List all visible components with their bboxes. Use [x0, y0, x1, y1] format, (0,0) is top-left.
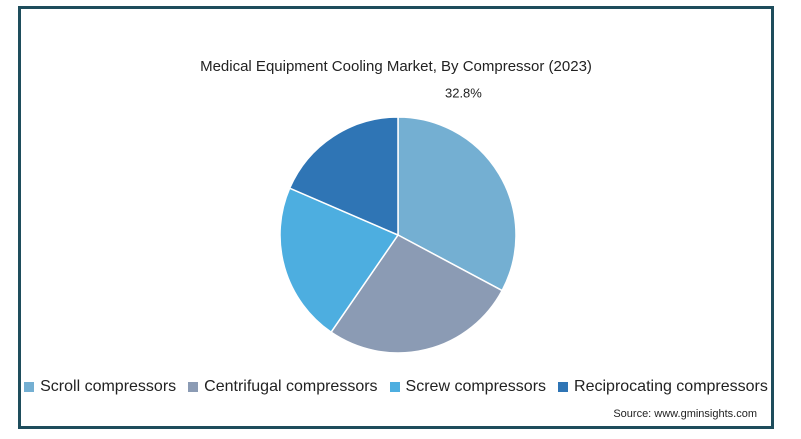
legend-swatch	[188, 382, 199, 392]
legend: Scroll compressors Centrifugal compressor…	[21, 378, 771, 396]
legend-label: Centrifugal compressors	[204, 378, 378, 395]
legend-swatch	[24, 382, 35, 392]
legend-item: Screw compressors	[389, 378, 547, 396]
slice-data-label: 32.8%	[445, 85, 482, 100]
chart-title: Medical Equipment Cooling Market, By Com…	[200, 58, 592, 75]
legend-item: Scroll compressors	[24, 378, 176, 396]
legend-swatch	[389, 382, 400, 392]
legend-swatch	[558, 382, 569, 392]
pie-slice-2	[330, 234, 504, 354]
pie-slice-4	[288, 116, 399, 237]
chart-frame: Medical Equipment Cooling Market, By Com…	[18, 6, 774, 429]
pie-slice-1	[397, 116, 517, 292]
legend-label: Reciprocating compressors	[574, 378, 768, 395]
source-note: Source: www.gminsights.com	[613, 408, 757, 420]
legend-item: Reciprocating compressors	[558, 378, 768, 396]
legend-item: Centrifugal compressors	[188, 378, 378, 396]
legend-label: Screw compressors	[405, 378, 547, 395]
pie-chart: 32.8%	[279, 85, 517, 354]
legend-label: Scroll compressors	[40, 378, 177, 395]
pie-slice-3	[279, 187, 400, 334]
